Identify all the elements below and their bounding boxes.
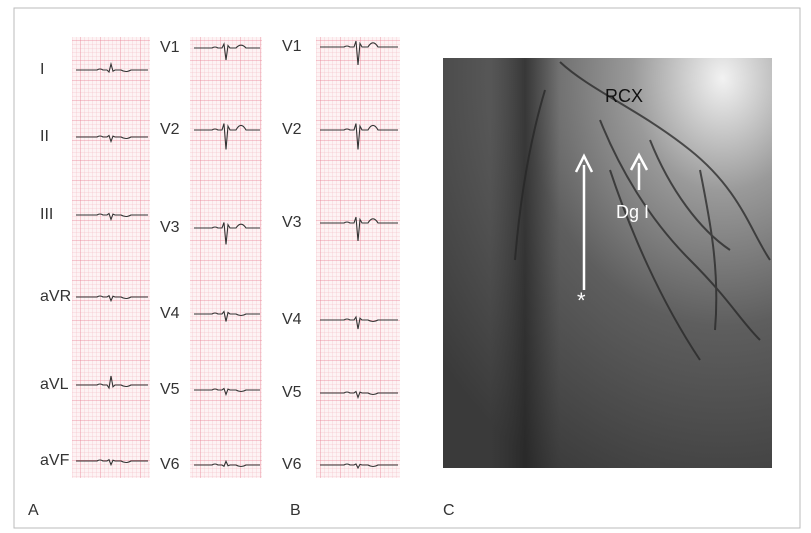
lead-label: II bbox=[40, 128, 49, 145]
ecg-trace bbox=[320, 315, 398, 330]
ecg-trace bbox=[320, 463, 398, 470]
ecg-trace bbox=[194, 310, 260, 322]
vessels bbox=[514, 61, 771, 361]
lead-label: I bbox=[40, 61, 44, 78]
branch-label: Dg I bbox=[616, 202, 649, 222]
panel-label: A bbox=[28, 502, 39, 519]
arrow-head bbox=[629, 152, 649, 171]
shadow bbox=[490, 58, 560, 468]
lead-label: V1 bbox=[160, 39, 180, 56]
angiogram: RCX Dg I * bbox=[443, 58, 772, 468]
lead-label: V6 bbox=[160, 456, 180, 473]
frame bbox=[13, 7, 801, 529]
lead-label: V3 bbox=[282, 214, 302, 231]
lead-label: V2 bbox=[282, 121, 302, 138]
ecg-trace bbox=[194, 459, 260, 468]
ecg-trace bbox=[76, 134, 148, 144]
panel-label: B bbox=[290, 502, 301, 519]
lead-label: aVR bbox=[40, 288, 71, 305]
lead-label: aVF bbox=[40, 452, 70, 469]
lead-label: V5 bbox=[282, 384, 302, 401]
lead-label: V5 bbox=[160, 381, 180, 398]
ecg-grid bbox=[72, 37, 150, 478]
arrow-head bbox=[574, 153, 594, 173]
ecg-trace bbox=[320, 390, 398, 400]
vessel-label: RCX bbox=[605, 86, 643, 106]
lead-label: V4 bbox=[282, 311, 302, 328]
lead-label: V4 bbox=[160, 305, 180, 322]
ecg-trace bbox=[76, 61, 148, 74]
ecg-trace bbox=[320, 40, 398, 66]
lead-label: III bbox=[40, 206, 53, 223]
ecg-grid bbox=[316, 37, 400, 478]
ecg-trace bbox=[320, 216, 398, 242]
panel-label: C bbox=[443, 502, 455, 519]
ecg-grid bbox=[190, 37, 262, 478]
lead-label: V2 bbox=[160, 121, 180, 138]
ecg-trace bbox=[320, 123, 398, 150]
marker: * bbox=[577, 288, 586, 313]
ecg-trace bbox=[194, 123, 260, 150]
lead-label: V1 bbox=[282, 38, 302, 55]
ecg-traces: IIIIIIaVRaVLaVFV1V2V3V4V5V6V1V2V3V4V5V6A… bbox=[28, 38, 455, 519]
ecg-trace bbox=[76, 458, 148, 467]
ecg-trace bbox=[194, 387, 260, 397]
lead-label: aVL bbox=[40, 376, 69, 393]
ecg-trace bbox=[76, 212, 148, 222]
ecg-trace bbox=[194, 222, 260, 245]
lead-label: V6 bbox=[282, 456, 302, 473]
lead-label: V3 bbox=[160, 219, 180, 236]
ecg-trace bbox=[194, 42, 260, 61]
ecg-trace bbox=[76, 294, 148, 303]
ecg-trace bbox=[76, 375, 148, 390]
